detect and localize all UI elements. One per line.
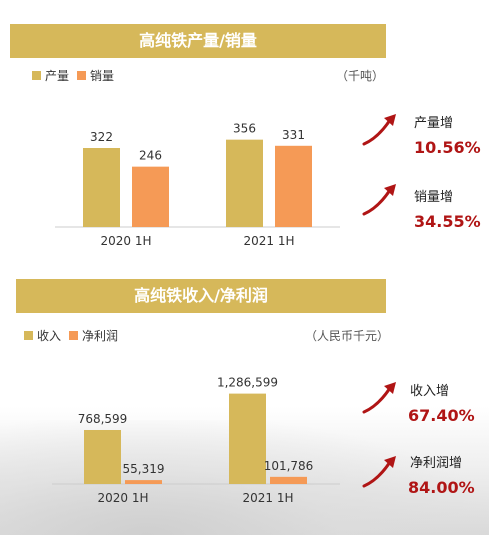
bar-primary-0: [84, 430, 121, 484]
sales-growth-value: 34.55%: [414, 212, 481, 231]
bar-primary-0: [83, 148, 120, 227]
bar-secondary-0: [125, 480, 162, 484]
data-label: 246: [139, 149, 162, 163]
data-label: 1,286,599: [217, 376, 278, 390]
legend-label-revenue: 收入: [37, 329, 62, 343]
section1-title-banner: 高纯铁产量/销量: [10, 24, 386, 58]
section1-legend: 产量 销量: [32, 67, 122, 84]
trend-up-arrow-icon: [362, 382, 396, 414]
revenue-growth-value: 67.40%: [408, 406, 475, 425]
section2-title: 高纯铁收入/净利润: [134, 286, 268, 305]
revenue-growth-label: 收入增: [410, 384, 450, 399]
legend-item-production: 产量: [32, 67, 69, 84]
category-tick-label: 2021 1H: [243, 234, 294, 248]
legend-label-net-profit: 净利润: [82, 329, 119, 343]
bar-secondary-1: [270, 476, 307, 484]
net-profit-growth-value: 84.00%: [408, 478, 475, 497]
section1-bar-chart: 322 246 2020 1H 356 331 2021 1H: [55, 122, 340, 248]
sales-growth-label: 销量增: [414, 190, 454, 205]
net-profit-growth-label: 净利润增: [410, 456, 463, 471]
bar-secondary-1: [275, 145, 312, 227]
legend-label-sales: 销量: [90, 69, 115, 83]
legend-item-sales: 销量: [77, 67, 114, 84]
data-label: 55,319: [123, 462, 165, 476]
legend-swatch-net-profit: [69, 331, 79, 340]
section1-title: 高纯铁产量/销量: [139, 31, 257, 50]
legend-swatch-sales: [77, 71, 87, 80]
trend-up-arrow-icon: [362, 456, 396, 488]
legend-swatch-production: [32, 71, 41, 80]
legend-item-net-profit: 净利润: [69, 327, 118, 344]
section2-title-banner: 高纯铁收入/净利润: [16, 279, 386, 313]
legend-item-revenue: 收入: [24, 327, 61, 344]
data-label: 322: [90, 130, 113, 144]
legend-label-production: 产量: [45, 69, 70, 83]
data-label: 356: [233, 122, 256, 136]
bar-primary-1: [229, 393, 266, 484]
legend-swatch-revenue: [24, 331, 33, 340]
production-growth-label: 产量增: [414, 116, 454, 131]
data-label: 101,786: [264, 459, 314, 473]
data-label: 331: [282, 128, 305, 142]
trend-up-arrow-icon: [362, 184, 396, 216]
section1-unit: （千吨）: [336, 69, 385, 83]
section2-legend: 收入 净利润: [24, 327, 126, 344]
data-label: 768,599: [78, 412, 128, 426]
category-tick-label: 2020 1H: [97, 491, 148, 505]
production-growth-value: 10.56%: [414, 138, 481, 157]
bar-primary-1: [226, 139, 263, 227]
bar-secondary-0: [132, 166, 169, 227]
category-tick-label: 2020 1H: [100, 234, 151, 248]
section2-unit: （人民币千元）: [305, 329, 390, 343]
category-tick-label: 2021 1H: [242, 491, 293, 505]
trend-up-arrow-icon: [362, 114, 396, 146]
